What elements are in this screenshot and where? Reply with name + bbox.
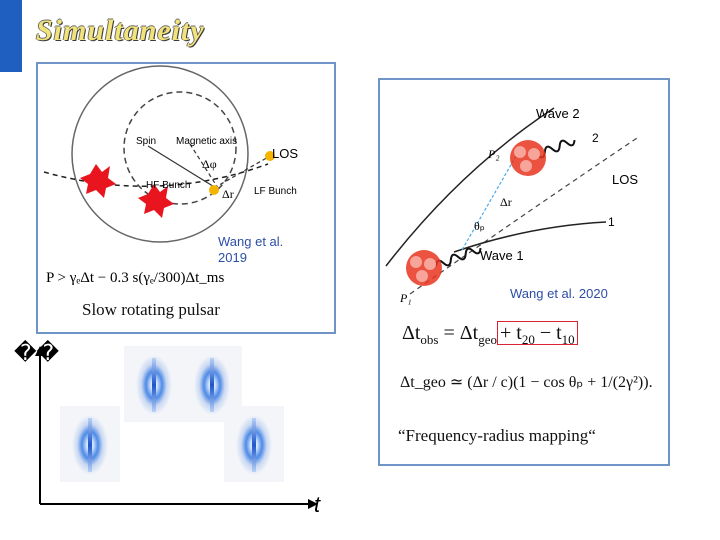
- rotation-condition-equation: P > γₑΔt − 0.3 s(γₑ/300)Δt_ms: [46, 270, 224, 286]
- citation-wang-2019: Wang et al. 2019: [218, 234, 284, 265]
- magnetic-axis-line: [189, 143, 219, 189]
- particle: [424, 258, 436, 270]
- accent-bar: [0, 0, 22, 72]
- caption-frequency-radius-mapping: “Frequency-radius mapping“: [398, 426, 596, 445]
- ray-p2: [385, 107, 555, 267]
- wave1-squiggle: [435, 247, 482, 267]
- lf-bunch-star: [80, 164, 116, 198]
- hf-emission-point: [209, 185, 219, 195]
- eq-obs-lhs: Δt: [402, 322, 421, 344]
- lf-emission-point: [265, 151, 275, 161]
- time-axes: [35, 346, 318, 509]
- eq-obs-sub: obs: [420, 332, 439, 347]
- label-p2: P₂: [487, 147, 500, 161]
- ray-p1: [453, 221, 607, 253]
- outer-orbit: [71, 65, 249, 243]
- label-spin: Spin: [136, 136, 156, 147]
- eq-highlight-t-terms: + t20 − t10: [496, 321, 578, 347]
- slide-title: Simultaneity: [36, 14, 205, 47]
- y-axis-arrowhead: [35, 346, 45, 356]
- left-figure-panel: Spin Magnetic axis LOS Δφ HF Bunch Δr LF…: [36, 62, 336, 334]
- right-figure-panel: Wave 2 2 P₂ LOS Δr θₚ 1 Wave 1 P₁ Wang e…: [378, 78, 670, 466]
- particle: [528, 148, 540, 160]
- eq-obs-20: 20: [521, 332, 535, 347]
- label-p1: P₁: [399, 291, 412, 305]
- hf-bunch-star: [138, 184, 174, 218]
- eq-obs-t10: − t: [534, 322, 562, 344]
- two-wave-diagram: Wave 2 2 P₂ LOS Δr θₚ 1 Wave 1 P₁: [385, 106, 641, 305]
- delta-r-segment: [461, 155, 517, 251]
- particle: [520, 160, 532, 172]
- caption-slow-rotating-pulsar: Slow rotating pulsar: [82, 300, 220, 319]
- pulse-blob-4: [225, 410, 283, 480]
- label-hf-bunch: HF Bunch: [146, 180, 190, 191]
- label-delta-r: Δr: [222, 187, 234, 201]
- time-axis-arrowhead: [308, 499, 318, 509]
- label-delta-r-right: Δr: [500, 195, 512, 209]
- label-delta-phi: Δφ: [202, 157, 217, 171]
- particle: [416, 270, 428, 282]
- label-wave2: Wave 2: [536, 106, 580, 121]
- label-magnetic-axis: Magnetic axis: [176, 136, 237, 147]
- unrendered-glyph: ��: [14, 340, 60, 365]
- pulse-blob-2: [125, 350, 183, 420]
- equation-observed-delay: Δtobs = Δtgeo + t20 − t10: [402, 321, 578, 348]
- eq-obs-t20: + t: [499, 322, 522, 344]
- eq-obs-geo: geo: [478, 332, 497, 347]
- label-los: LOS: [272, 146, 298, 161]
- eq-obs-mid: = Δt: [438, 322, 479, 344]
- pulse-blob-1: [61, 410, 119, 480]
- label-lf-bunch: LF Bunch: [254, 186, 297, 197]
- spin-axis-line: [147, 145, 217, 189]
- label-los-right: LOS: [612, 172, 638, 187]
- label-wave1: Wave 1: [480, 248, 524, 263]
- los-line: [213, 155, 271, 189]
- pulsar-geometry-diagram: Spin Magnetic axis LOS Δφ HF Bunch Δr LF…: [43, 65, 298, 286]
- label-ray-1: 1: [608, 215, 615, 229]
- particle: [514, 146, 526, 158]
- equation-geometric-delay: Δt_geo ≃ (Δr / c)(1 − cos θₚ + 1/(2γ²)).: [400, 374, 653, 391]
- time-axis-label: t: [314, 492, 321, 517]
- label-ray-2: 2: [592, 131, 599, 145]
- particle: [410, 256, 422, 268]
- inner-orbit: [123, 91, 237, 205]
- citation-wang-2020: Wang et al. 2020: [510, 286, 608, 301]
- eq-obs-10: 10: [561, 332, 575, 347]
- label-theta-p: θₚ: [474, 219, 485, 233]
